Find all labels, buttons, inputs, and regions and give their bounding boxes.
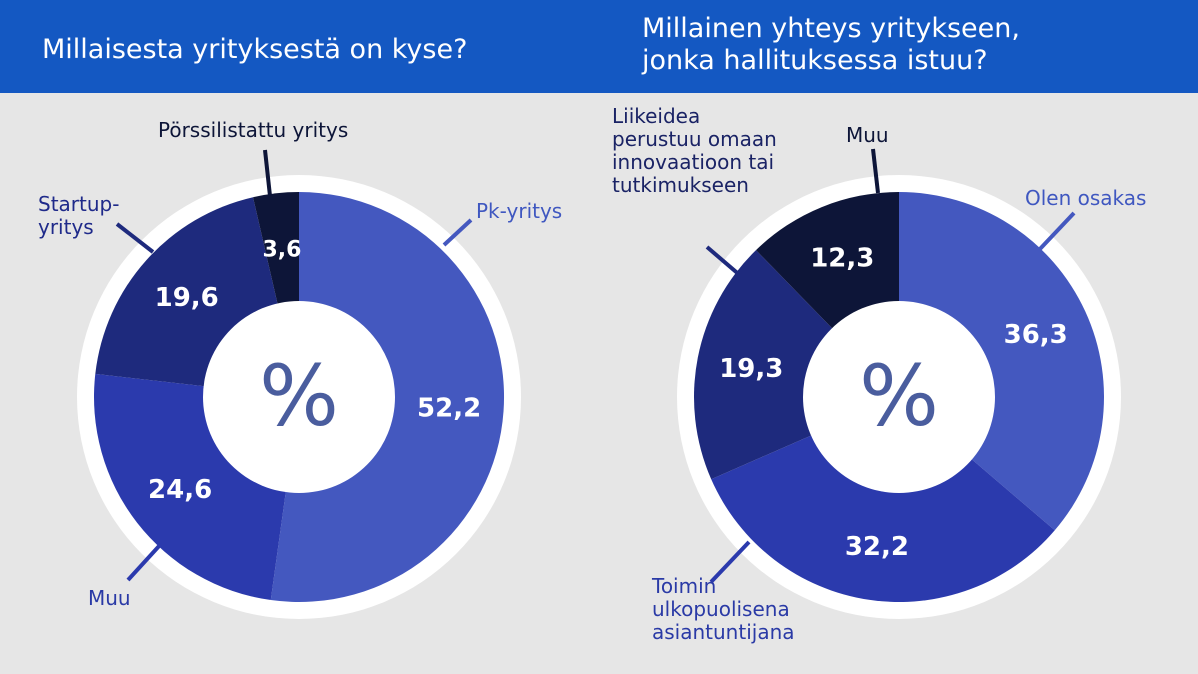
legend-label-startup: Startup- yritys xyxy=(38,192,120,239)
legend-label-muu-right: Muu xyxy=(846,123,889,147)
legend-label-toimin: Toimin ulkopuolisena asiantuntijana xyxy=(652,574,795,644)
donut-slice xyxy=(693,250,899,480)
legend-connector xyxy=(126,543,162,582)
slice-value-label: 32,2 xyxy=(845,532,909,562)
legend-connector xyxy=(705,245,744,279)
donut-chart-board-connection: 36,3 32,2 19,3 12,3% xyxy=(677,148,1121,619)
legend-label-liikeidea: Liikeidea perustuu omaan innovaatioon ta… xyxy=(612,104,777,197)
slice-value-label: 52,2 xyxy=(417,393,481,423)
legend-connector xyxy=(1037,211,1076,252)
percent-symbol: % xyxy=(859,347,939,445)
slice-value-label: 36,3 xyxy=(1004,320,1068,350)
legend-label-pk-yritys: Pk-yritys xyxy=(476,199,563,223)
donut-hole xyxy=(803,301,995,493)
legend-connector xyxy=(263,149,272,197)
legend-connector xyxy=(871,148,880,194)
legend-connector xyxy=(442,218,473,247)
legend-connector xyxy=(115,222,155,254)
chart-title-left: Millaisesta yrityksestä on kyse? xyxy=(42,34,468,65)
slice-value-label: 19,3 xyxy=(719,354,783,384)
legend-label-porssilistattu: Pörssilistattu yritys xyxy=(158,118,349,142)
chart-title-right: Millainen yhteys yritykseen, jonka halli… xyxy=(642,13,1020,76)
donut-chart-company-type: 52,2 24,6 19,6 3,6% xyxy=(77,149,521,619)
legend-label-muu-left: Muu xyxy=(88,586,131,610)
donut-slice xyxy=(711,397,1055,603)
slice-value-label: 19,6 xyxy=(155,283,219,313)
slice-value-label: 12,3 xyxy=(810,244,874,274)
percent-symbol: % xyxy=(259,347,339,445)
header-bar: Millaisesta yrityksestä on kyse? Millain… xyxy=(0,0,1198,93)
slice-value-label: 24,6 xyxy=(148,475,212,505)
legend-label-olen-osakas: Olen osakas xyxy=(1025,186,1147,210)
legend-connector xyxy=(709,540,751,584)
donut-slice xyxy=(899,192,1105,531)
slice-value-label: 3,6 xyxy=(263,238,302,263)
donut-hole xyxy=(203,301,395,493)
